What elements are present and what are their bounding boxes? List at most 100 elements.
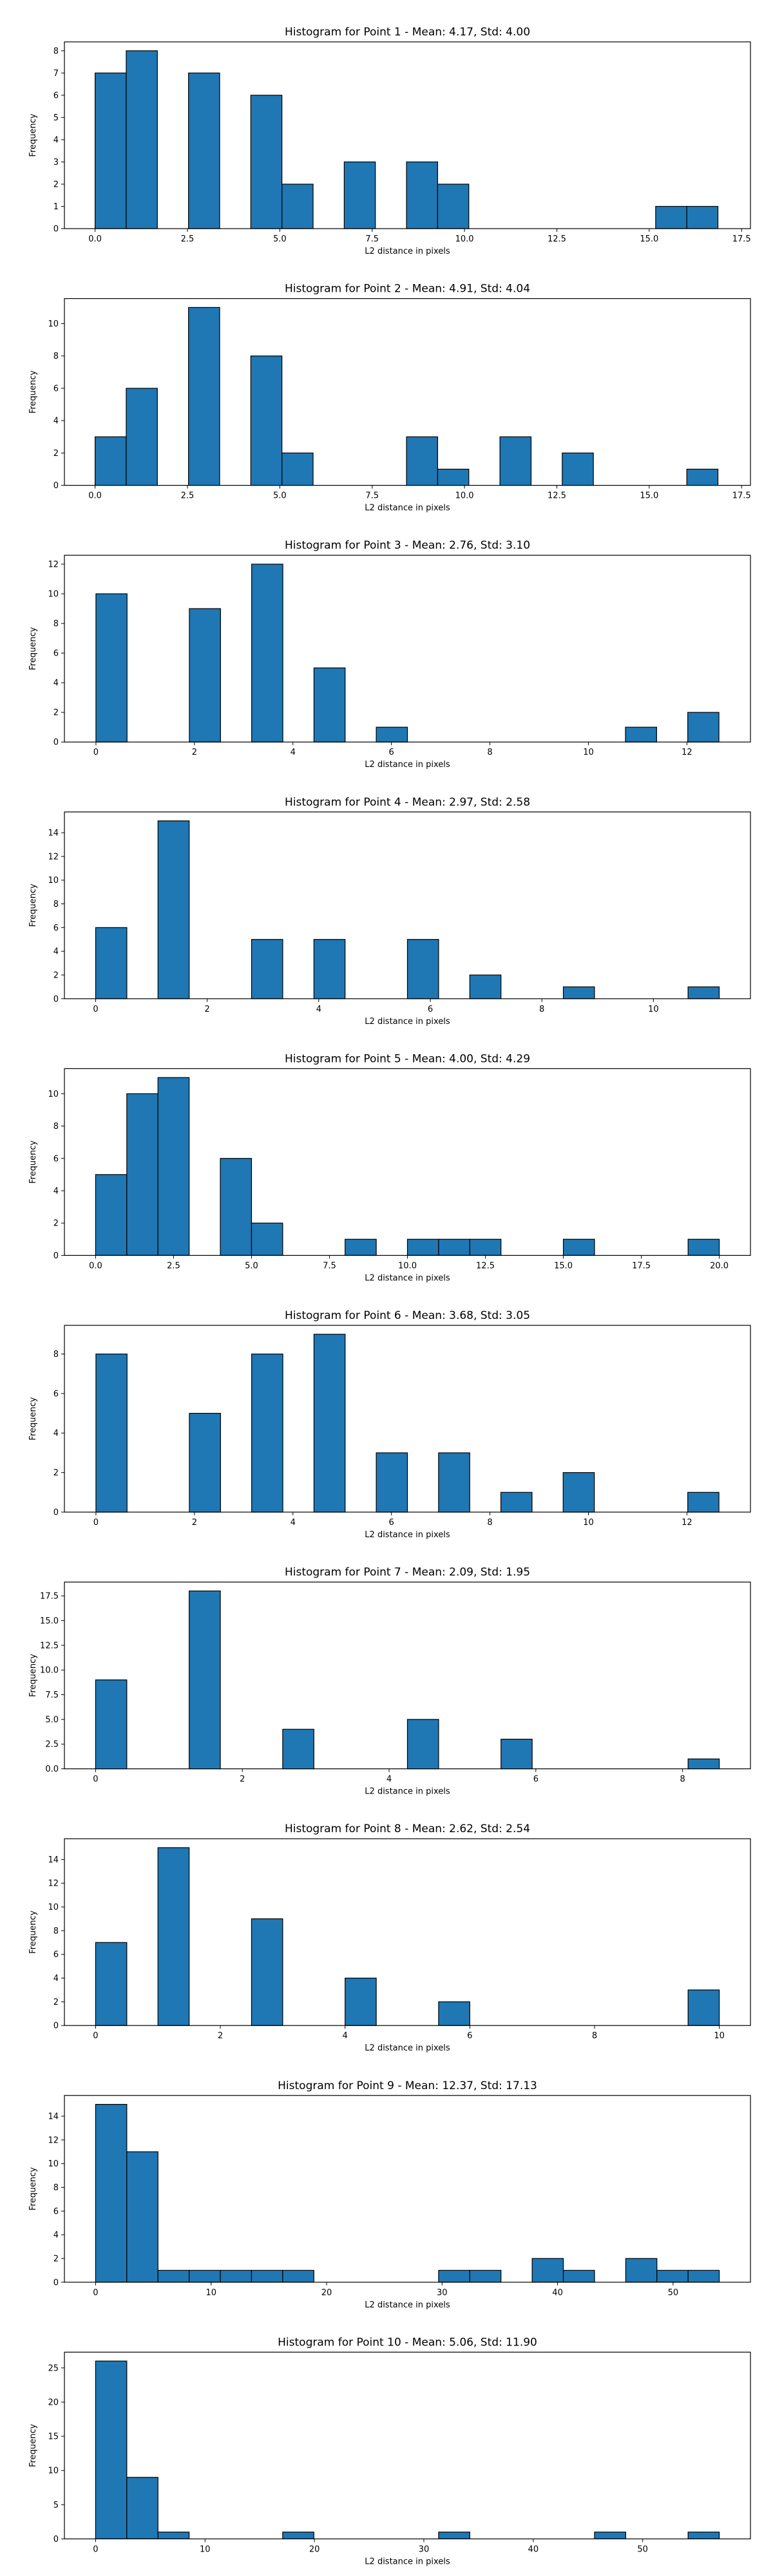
y-tick-label: 10	[48, 876, 59, 886]
histogram-bar	[594, 2532, 626, 2540]
histogram-bar	[625, 726, 657, 743]
histogram-bar	[686, 205, 719, 229]
histogram-bar	[157, 820, 190, 999]
y-tick-label: 8	[53, 2183, 59, 2193]
histogram-bar	[469, 2269, 502, 2283]
y-tick-label: 5	[53, 2501, 59, 2510]
histogram-bar	[469, 1238, 502, 1256]
histogram-bar	[157, 1847, 190, 2026]
x-tick-label: 6	[428, 1005, 433, 1014]
x-tick-label: 7.5	[323, 1261, 336, 1271]
x-tick-label: 50	[668, 2288, 679, 2298]
x-tick-label: 17.5	[632, 1261, 651, 1271]
y-tick-label: 12.5	[40, 1641, 59, 1651]
y-axis-label: Frequency	[28, 1397, 38, 1440]
y-tick-label: 0	[53, 481, 59, 491]
y-tick-label: 15.0	[40, 1616, 59, 1626]
histogram-bar	[655, 205, 687, 229]
x-tick-label: 0	[93, 2031, 98, 2041]
x-tick-label: 8	[592, 2031, 597, 2041]
histogram-bar	[126, 388, 158, 486]
y-tick-label: 0	[53, 994, 59, 1004]
histogram-bar	[250, 95, 283, 229]
histogram-bar	[313, 667, 346, 743]
x-tick-label: 0	[93, 2288, 98, 2298]
x-tick-label: 40	[552, 2288, 563, 2298]
y-tick-label: 15	[48, 2432, 59, 2442]
histogram-bar	[126, 2477, 158, 2540]
histogram-panel-4: Histogram for Point 4 - Mean: 2.97, Std:…	[28, 796, 751, 1027]
y-tick-label: 1	[53, 202, 59, 212]
histogram-bar	[686, 468, 719, 486]
x-axis-label: L2 distance in pixels	[365, 1273, 450, 1283]
y-tick-label: 8	[53, 900, 59, 909]
histogram-bar	[343, 161, 376, 229]
axes-frame	[64, 811, 751, 999]
histogram-bar	[531, 2258, 564, 2283]
histogram-bar	[95, 1353, 128, 1513]
x-tick-label: 40	[528, 2544, 539, 2554]
histogram-bar	[438, 2001, 470, 2026]
x-tick-label: 10	[200, 2544, 211, 2554]
histogram-bar	[562, 986, 595, 999]
axes-frame	[64, 41, 751, 229]
x-tick-label: 6	[389, 1518, 394, 1528]
x-tick-label: 2	[192, 748, 197, 757]
histogram-bar	[438, 2532, 470, 2540]
axes-frame	[64, 1838, 751, 2026]
y-tick-label: 12	[48, 852, 59, 862]
x-tick-label: 2	[192, 1518, 197, 1528]
histogram-bar	[251, 1222, 283, 1256]
histogram-bar	[313, 1334, 346, 1513]
chart-title-3: Histogram for Point 3 - Mean: 2.76, Std:…	[285, 539, 530, 552]
histogram-bar	[406, 1238, 439, 1256]
x-tick-label: 30	[419, 2544, 430, 2554]
y-tick-label: 0	[53, 1508, 59, 1518]
x-tick-label: 5.0	[245, 1261, 258, 1271]
chart-title-8: Histogram for Point 8 - Mean: 2.62, Std:…	[285, 1823, 530, 1835]
histogram-panel-7: Histogram for Point 7 - Mean: 2.09, Std:…	[28, 1566, 751, 1797]
histogram-bar	[687, 1758, 720, 1770]
histogram-bar	[687, 1989, 720, 2026]
x-tick-label: 4	[343, 2031, 348, 2041]
histogram-bar	[376, 726, 408, 743]
x-tick-label: 0.0	[88, 234, 102, 244]
histogram-bar	[126, 50, 158, 229]
x-tick-label: 10	[583, 1518, 594, 1528]
y-tick-label: 10	[48, 590, 59, 600]
histogram-bar	[251, 1353, 283, 1513]
chart-title-6: Histogram for Point 6 - Mean: 3.68, Std:…	[285, 1309, 530, 1322]
y-tick-label: 7.5	[45, 1690, 59, 1700]
y-tick-label: 2	[53, 1468, 59, 1478]
axes-frame	[64, 2095, 751, 2283]
x-tick-label: 10	[205, 2288, 216, 2298]
histogram-bar	[126, 1093, 158, 1256]
histogram-bar	[313, 939, 346, 999]
histogram-bar	[95, 2360, 128, 2539]
y-tick-label: 14	[48, 2112, 59, 2122]
x-tick-label: 0.0	[88, 491, 102, 501]
histogram-bar	[687, 712, 720, 743]
histogram-bar	[220, 2269, 253, 2283]
y-tick-label: 2	[53, 2254, 59, 2264]
histogram-bar	[95, 436, 127, 486]
histogram-bar	[282, 2532, 314, 2540]
x-tick-label: 2.5	[181, 491, 195, 501]
histogram-bar	[95, 1174, 128, 1256]
histogram-panel-6: Histogram for Point 6 - Mean: 3.68, Std:…	[28, 1309, 751, 1540]
histogram-panel-8: Histogram for Point 8 - Mean: 2.62, Std:…	[28, 1823, 751, 2053]
histogram-bar	[687, 2532, 720, 2540]
histogram-bar	[687, 1238, 720, 1256]
histogram-panel-1: Histogram for Point 1 - Mean: 4.17, Std:…	[28, 26, 751, 256]
y-tick-label: 0	[53, 1251, 59, 1261]
y-tick-label: 10	[48, 2467, 59, 2476]
y-tick-label: 10	[48, 2159, 59, 2169]
axes-frame	[64, 554, 751, 743]
x-tick-label: 17.5	[732, 491, 751, 501]
x-tick-label: 7.5	[365, 491, 379, 501]
histogram-bar	[499, 436, 532, 486]
chart-title-4: Histogram for Point 4 - Mean: 2.97, Std:…	[285, 796, 530, 809]
y-tick-label: 4	[53, 1186, 59, 1196]
y-tick-label: 5.0	[45, 1715, 59, 1725]
x-axis-label: L2 distance in pixels	[365, 504, 450, 513]
